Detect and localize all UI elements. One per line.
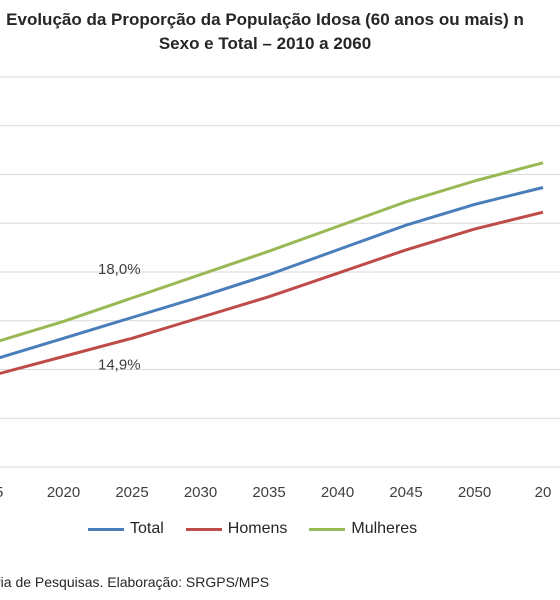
title-line-1: Evolução da Proporção da População Idosa… bbox=[6, 10, 524, 29]
legend-item-homens: Homens bbox=[185, 520, 288, 538]
source-note: ria de Pesquisas. Elaboração: SRGPS/MPS bbox=[0, 574, 270, 590]
x-tick-label: 2050 bbox=[458, 484, 491, 501]
line-chart: 18,0% 14,9% 15 2020 2025 2030 2035 2040 2045 205… bbox=[0, 76, 560, 501]
legend-label: Mulheres bbox=[351, 520, 418, 537]
x-tick-label: 15 bbox=[0, 484, 3, 501]
x-tick-label: 2040 bbox=[321, 484, 354, 501]
x-tick-label: 2020 bbox=[47, 484, 80, 501]
legend-label: Homens bbox=[227, 520, 288, 537]
x-tick-label: 2030 bbox=[184, 484, 217, 501]
series-line-total bbox=[0, 186, 544, 360]
legend-swatch bbox=[309, 527, 346, 531]
series-line-mulheres bbox=[0, 161, 544, 343]
legend-label: Total bbox=[130, 520, 164, 537]
legend-swatch bbox=[185, 527, 222, 531]
legend-item-total: Total bbox=[88, 520, 164, 538]
x-tick-label: 20 bbox=[535, 484, 552, 501]
x-tick-label: 2035 bbox=[252, 484, 285, 501]
title-line-2: Sexo e Total – 2010 a 2060 bbox=[158, 34, 372, 53]
x-tick-label: 2025 bbox=[115, 484, 148, 501]
data-label: 14,9% bbox=[98, 356, 141, 373]
legend-item-mulheres: Mulheres bbox=[309, 520, 417, 538]
legend-swatch bbox=[88, 527, 124, 531]
x-tick-label: 2045 bbox=[389, 484, 422, 501]
chart-title: Evolução da Proporção da População Idosa… bbox=[0, 8, 560, 56]
data-label: 18,0% bbox=[98, 261, 141, 278]
chart-legend: Total Homens Mulheres bbox=[88, 520, 417, 538]
series-line-homens bbox=[0, 210, 544, 375]
